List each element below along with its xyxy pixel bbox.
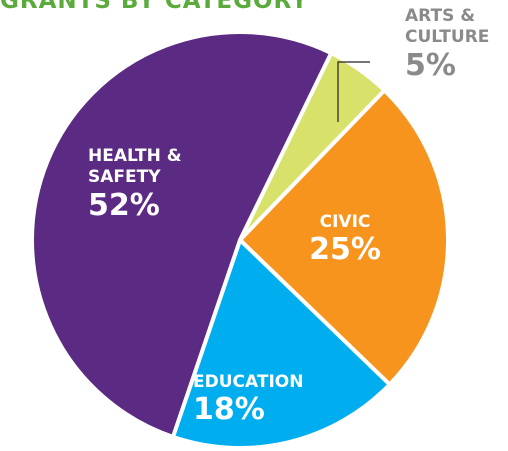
slice-value: 52% bbox=[88, 187, 160, 223]
slice-name: CIVIC bbox=[319, 212, 371, 232]
slice-name: ARTS & CULTURE bbox=[405, 6, 490, 48]
slice-value: 5% bbox=[405, 47, 456, 83]
slice-value: 25% bbox=[309, 232, 381, 268]
slice-label: CIVIC 25% bbox=[290, 212, 400, 266]
slice-label: EDUCATION 18% bbox=[193, 372, 333, 426]
chart-title: GRANTS BY CATEGORY bbox=[0, 0, 309, 14]
pie-slice bbox=[30, 30, 334, 439]
slice-name: EDUCATION bbox=[193, 372, 304, 392]
pie-slice bbox=[170, 238, 392, 450]
leader-line bbox=[337, 61, 370, 122]
slice-value: 18% bbox=[193, 392, 265, 428]
pie-slice bbox=[238, 88, 450, 387]
slice-label: HEALTH & SAFETY 52% bbox=[88, 146, 198, 222]
slice-name: HEALTH & SAFETY bbox=[88, 146, 182, 188]
slice-label: ARTS & CULTURE 5% bbox=[405, 6, 505, 82]
